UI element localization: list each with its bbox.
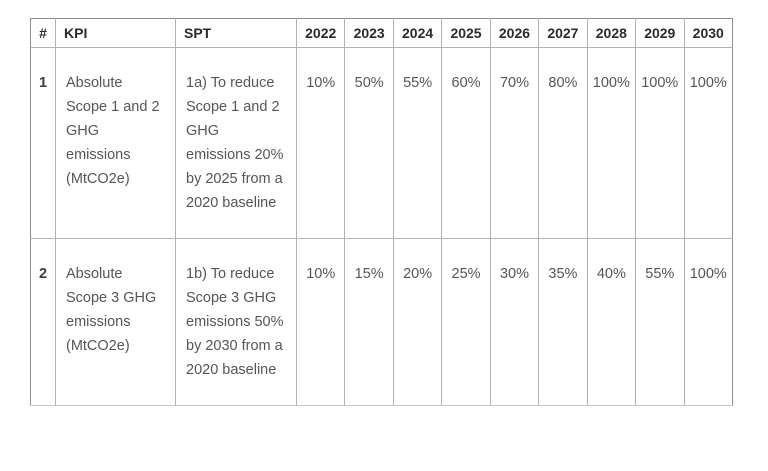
column-header-number: #: [30, 18, 56, 48]
spt-cell: 1b) To reduce Scope 3 GHG emissions 50% …: [175, 238, 297, 406]
column-header-year-2027: 2027: [538, 18, 588, 48]
target-value-cell: 30%: [489, 238, 540, 406]
target-value-cell: 80%: [538, 47, 588, 239]
target-value-cell: 50%: [344, 47, 394, 239]
target-value-cell: 100%: [635, 47, 685, 239]
target-value-cell: 55%: [635, 238, 685, 406]
target-value-cell: 15%: [344, 238, 394, 406]
target-value-cell: 10%: [295, 47, 346, 239]
header-row: # KPI SPT 2022 2023 2024 2025 2026 2027 …: [30, 18, 733, 48]
table-row-1: 1 Absolute Scope 1 and 2 GHG emissions (…: [30, 47, 733, 239]
table-row-2: 2 Absolute Scope 3 GHG emissions (MtCO2e…: [30, 238, 733, 406]
column-header-year-2025: 2025: [441, 18, 491, 48]
target-value-cell: 20%: [392, 238, 443, 406]
target-value-cell: 100%: [586, 47, 637, 239]
target-value-cell: 60%: [441, 47, 491, 239]
kpi-spt-target-table: # KPI SPT 2022 2023 2024 2025 2026 2027 …: [30, 18, 733, 406]
column-header-year-2022: 2022: [295, 18, 346, 48]
target-value-cell: 10%: [295, 238, 346, 406]
target-value-cell: 100%: [683, 238, 733, 406]
row-number-cell: 2: [30, 238, 56, 406]
target-value-cell: 25%: [441, 238, 491, 406]
column-header-spt: SPT: [175, 18, 297, 48]
column-header-year-2030: 2030: [683, 18, 733, 48]
row-number-cell: 1: [30, 47, 56, 239]
target-value-cell: 55%: [392, 47, 443, 239]
spt-cell: 1a) To reduce Scope 1 and 2 GHG emission…: [175, 47, 297, 239]
kpi-cell: Absolute Scope 1 and 2 GHG emissions (Mt…: [55, 47, 176, 239]
column-header-kpi: KPI: [55, 18, 176, 48]
column-header-year-2026: 2026: [489, 18, 540, 48]
column-header-year-2024: 2024: [392, 18, 443, 48]
kpi-cell: Absolute Scope 3 GHG emissions (MtCO2e): [55, 238, 176, 406]
column-header-year-2023: 2023: [344, 18, 394, 48]
column-header-year-2029: 2029: [635, 18, 685, 48]
target-value-cell: 70%: [489, 47, 540, 239]
target-value-cell: 40%: [586, 238, 637, 406]
target-value-cell: 100%: [683, 47, 733, 239]
column-header-year-2028: 2028: [586, 18, 637, 48]
target-value-cell: 35%: [538, 238, 588, 406]
kpi-target-table-container: # KPI SPT 2022 2023 2024 2025 2026 2027 …: [30, 18, 733, 406]
